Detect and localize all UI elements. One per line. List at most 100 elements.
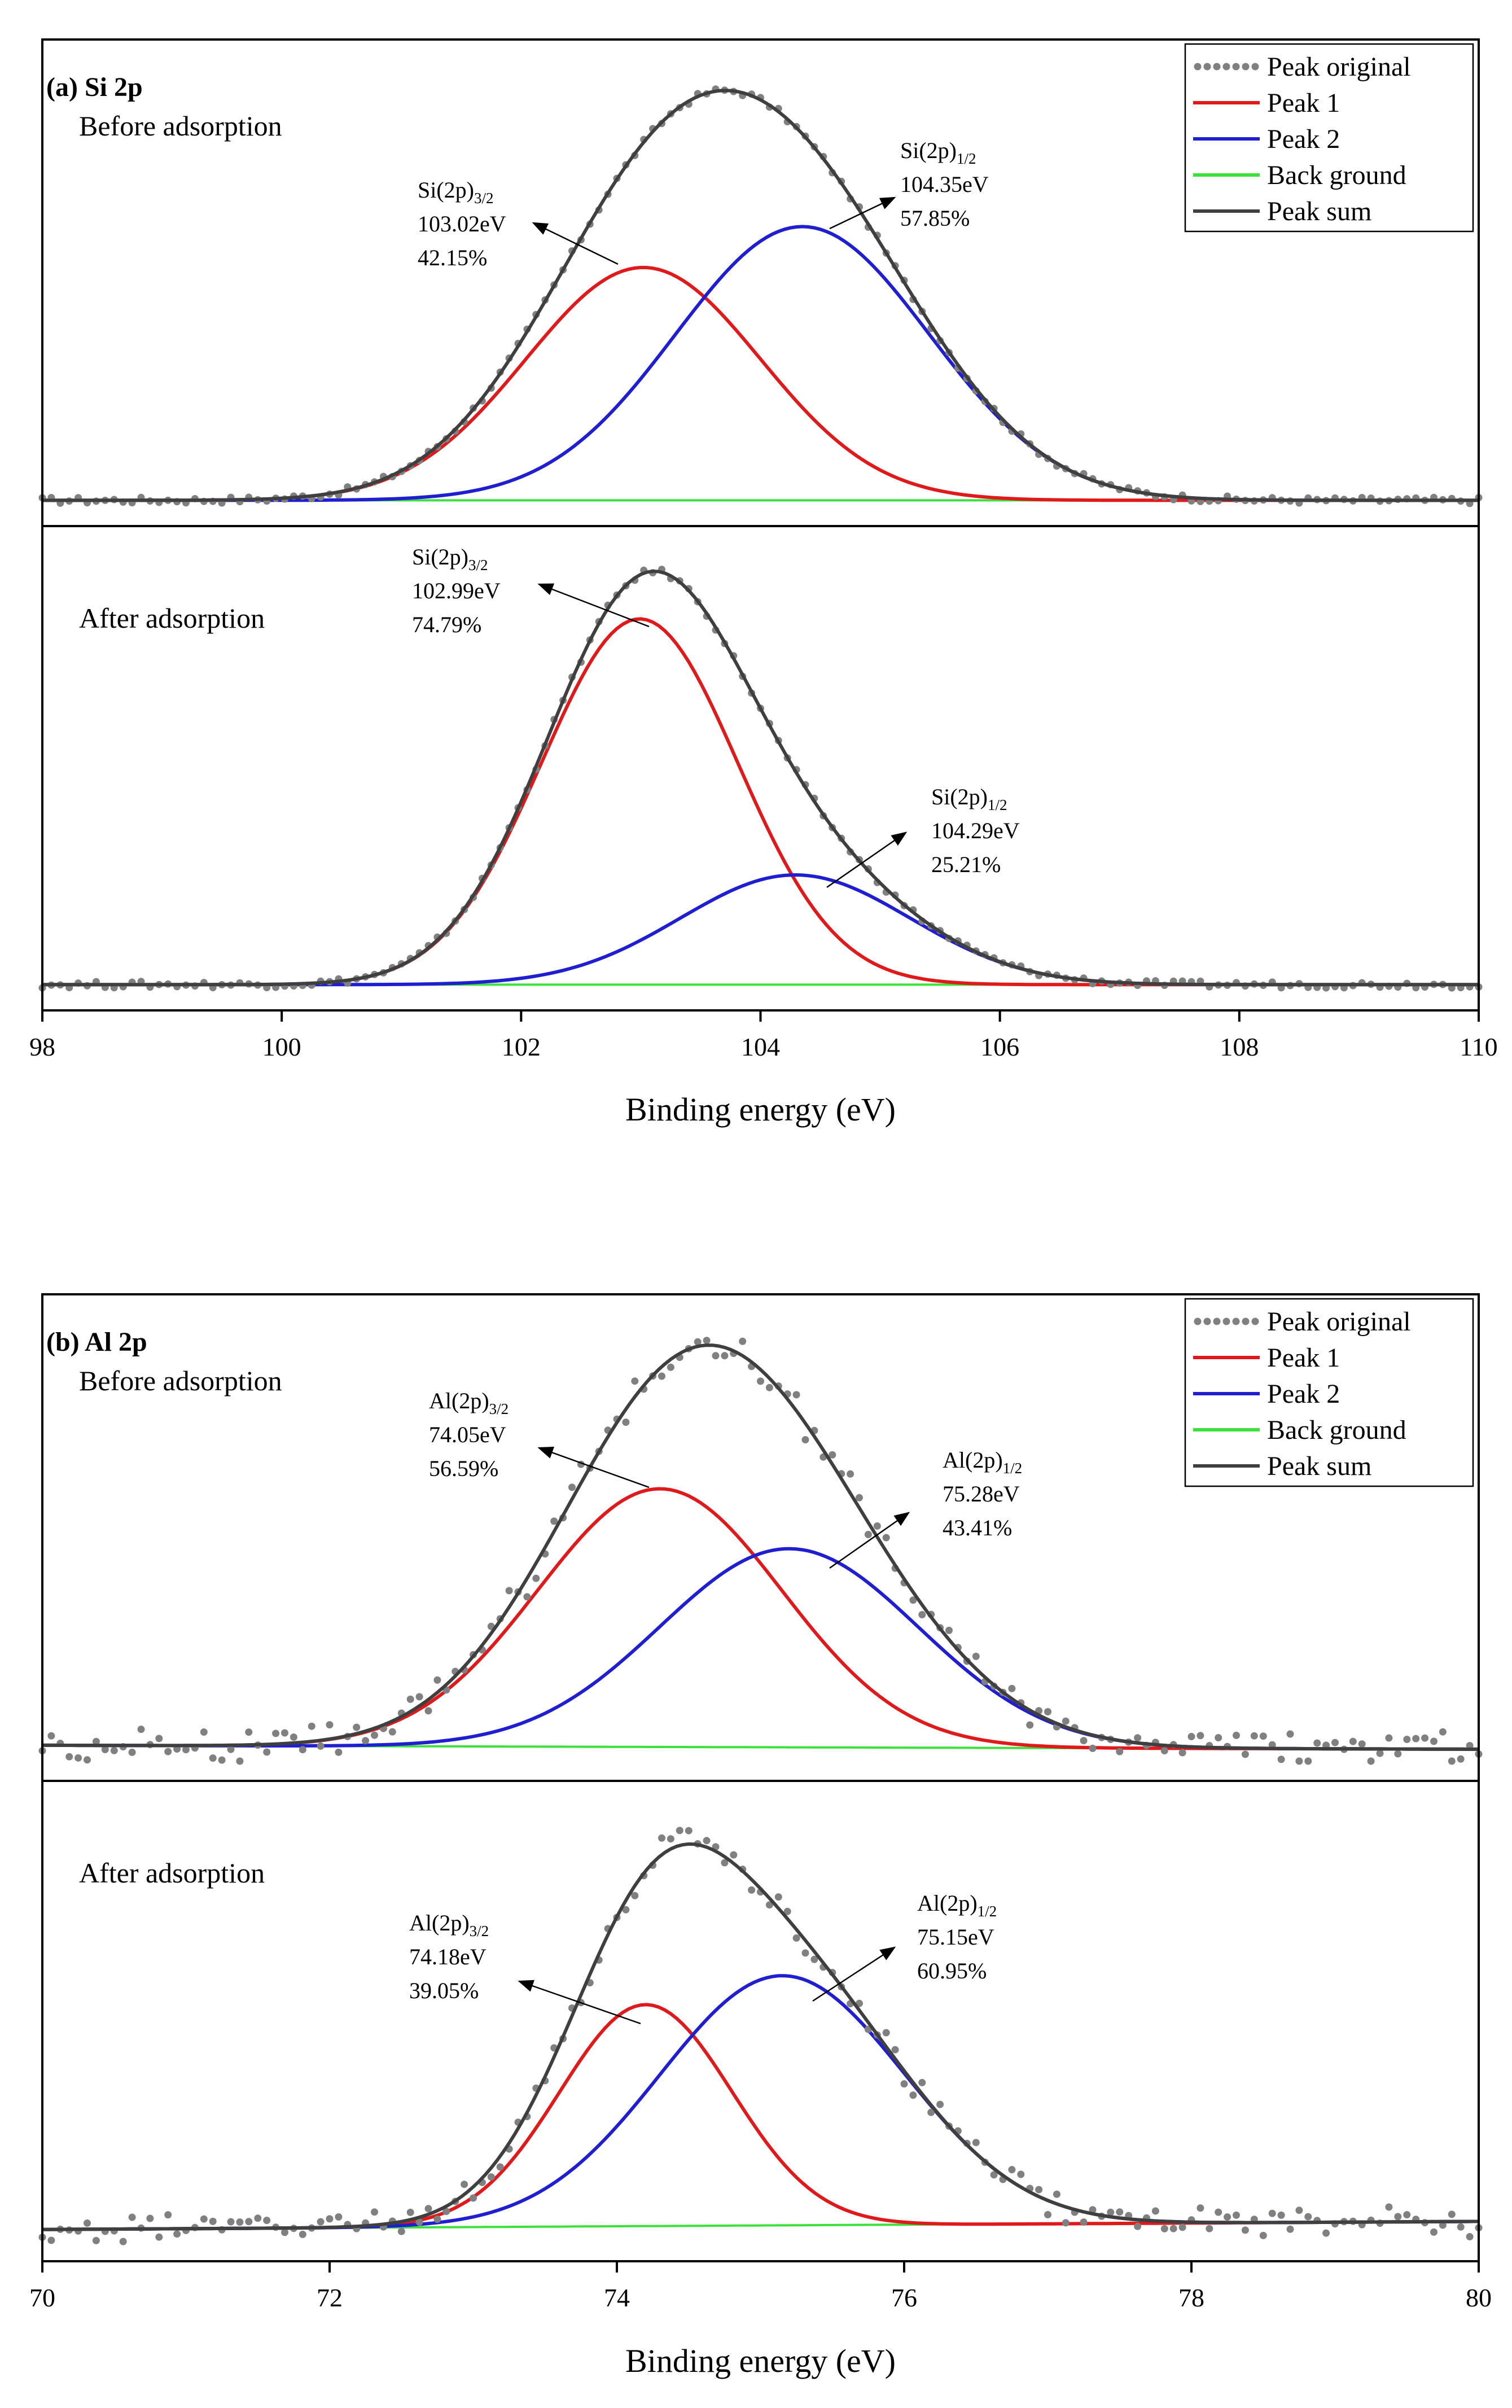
legend-label: Peak original	[1267, 52, 1411, 82]
annotation-energy: 104.29eV	[931, 818, 1020, 843]
data-point	[945, 1626, 953, 1634]
data-point	[765, 1901, 773, 1909]
data-point	[119, 2238, 127, 2245]
data-point	[236, 1757, 244, 1765]
data-point	[1367, 1757, 1375, 1765]
legend-swatch-dot	[1222, 1317, 1230, 1325]
annotation-name: Si(2p)1/2	[900, 138, 976, 167]
data-point	[1313, 1739, 1321, 1747]
x-tick-label: 104	[741, 1032, 780, 1061]
data-point	[236, 2218, 244, 2226]
data-point	[470, 2194, 477, 2202]
data-point	[1268, 1741, 1276, 1749]
data-point	[1134, 2222, 1142, 2230]
data-point	[721, 1859, 729, 1867]
data-point	[227, 2218, 235, 2226]
legend-swatch-dot	[1232, 1317, 1240, 1325]
data-point	[667, 1363, 674, 1371]
data-point	[1053, 2190, 1060, 2198]
data-point	[1259, 2231, 1267, 2239]
data-point	[164, 1748, 172, 1755]
data-point	[918, 1611, 926, 1618]
data-point	[84, 2219, 91, 2227]
data-point	[1403, 2211, 1411, 2219]
data-point	[101, 1746, 109, 1753]
data-point	[1206, 2225, 1213, 2232]
annotation-arrow	[532, 222, 619, 265]
x-tick-label: 72	[317, 2283, 343, 2312]
annotation-energy: 75.15eV	[917, 1924, 994, 1950]
annotation-percent: 60.95%	[917, 1958, 987, 1984]
annotation-energy: 74.18eV	[409, 1944, 487, 1969]
legend-label: Peak 2	[1267, 124, 1340, 154]
legend-swatch-dot	[1203, 1317, 1211, 1325]
data-point	[1241, 1750, 1249, 1758]
annotation-percent: 25.21%	[931, 852, 1001, 877]
data-point	[1403, 1736, 1411, 1743]
annotation-subscript: 1/2	[957, 150, 976, 167]
data-point	[397, 2227, 405, 2235]
legend-swatch-dot	[1194, 1317, 1202, 1325]
data-point	[703, 1337, 711, 1345]
annotation-percent: 56.59%	[429, 1456, 498, 1481]
data-point	[523, 1593, 531, 1601]
data-point	[1358, 1740, 1366, 1748]
panel-after: After adsorptionSi(2p)3/2102.99eV74.79%S…	[38, 544, 1483, 992]
data-point	[209, 1754, 217, 1762]
data-point	[658, 1372, 665, 1380]
legend: Peak original Peak 1 Peak 2 Back ground Peak…	[1184, 1298, 1474, 1487]
panel-label: After adsorption	[79, 1857, 265, 1889]
legend-label: Peak 1	[1267, 1343, 1340, 1373]
series-sum-line	[42, 1842, 1479, 2231]
data-point	[433, 1676, 441, 1684]
x-tick-label: 106	[980, 1032, 1019, 1061]
legend-swatch-dot	[1251, 63, 1259, 71]
data-point	[900, 2080, 908, 2088]
annotation-percent: 57.85%	[900, 205, 970, 231]
data-point	[1466, 1742, 1474, 1749]
data-point	[810, 1955, 818, 1963]
data-point	[218, 1756, 226, 1764]
annotation-arrow	[537, 1447, 650, 1488]
annotation-energy: 75.28eV	[943, 1481, 1020, 1507]
x-tick-label: 110	[1460, 1032, 1497, 1061]
data-point	[847, 1470, 854, 1478]
data-point	[918, 2079, 926, 2086]
data-point	[990, 2171, 998, 2179]
series-peak1-line	[42, 2003, 1479, 2231]
data-point	[1224, 2213, 1231, 2221]
legend-label: Peak original	[1267, 1307, 1411, 1337]
data-point	[245, 2218, 253, 2226]
series-peak2-line	[42, 225, 1479, 502]
data-point	[927, 2108, 935, 2116]
data-point	[1178, 2223, 1186, 2231]
data-point	[1268, 2209, 1276, 2217]
annotation-name: Al(2p)1/2	[943, 1447, 1022, 1477]
data-point	[1044, 2211, 1051, 2218]
data-point	[622, 1418, 630, 1426]
data-point	[1277, 1755, 1285, 1763]
data-point	[1160, 1747, 1168, 1754]
data-point	[245, 1728, 253, 1736]
data-point	[263, 1748, 271, 1756]
data-point	[1394, 2213, 1402, 2221]
data-point	[1107, 2208, 1115, 2216]
data-point	[972, 1652, 980, 1660]
data-point	[792, 1934, 800, 1942]
data-point	[1008, 1684, 1016, 1692]
data-point	[424, 2205, 432, 2213]
data-point	[415, 1693, 423, 1701]
data-point	[137, 1726, 145, 1733]
peak-annotation: Al(2p)3/2 74.05eV 56.59%	[429, 1388, 650, 1488]
legend-label: Peak sum	[1267, 196, 1371, 226]
data-point	[739, 1337, 747, 1345]
data-point	[47, 2236, 55, 2244]
data-point	[936, 2100, 944, 2108]
annotation-arrow	[537, 583, 650, 628]
annotation-subscript: 3/2	[468, 557, 488, 573]
legend-swatch-dot	[1203, 63, 1211, 71]
data-point	[182, 1746, 190, 1754]
data-point	[496, 2163, 504, 2171]
data-point	[676, 1827, 683, 1835]
